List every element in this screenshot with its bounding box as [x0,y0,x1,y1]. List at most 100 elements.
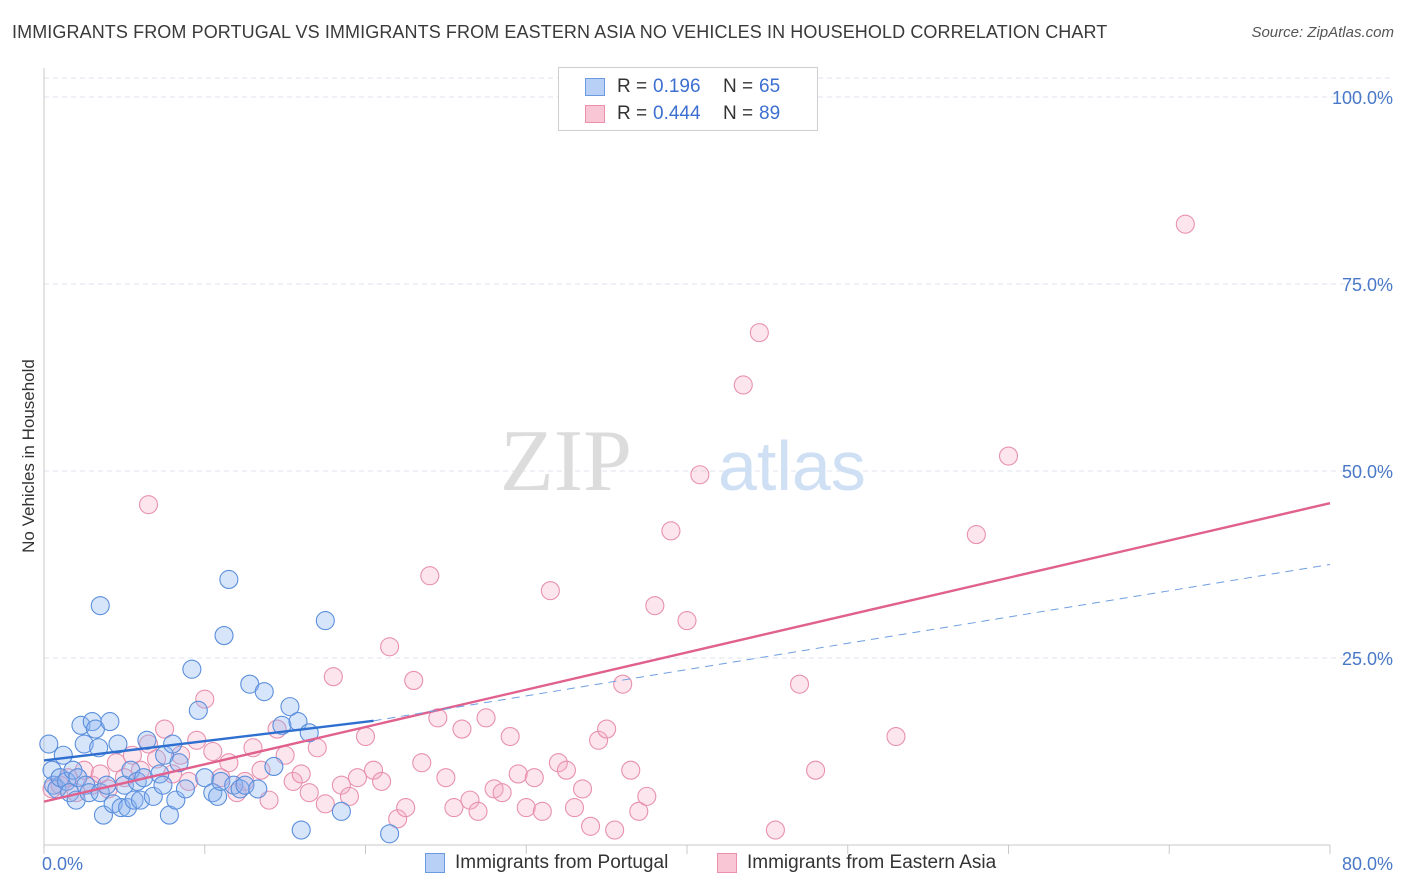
eastern-asia-legend-label: Immigrants from Eastern Asia [747,852,997,873]
eastern-asia-legend-swatch [717,853,737,873]
watermark-atlas: atlas [718,427,866,505]
eastern-asia-point [613,674,633,694]
eastern-asia-point [452,719,472,739]
eastern-asia-point [436,768,456,788]
eastern-asia-point [645,596,665,616]
eastern-asia-point [331,775,351,795]
bottom-legend-portugal: Immigrants from Portugal [425,852,668,874]
eastern-asia-point [637,786,657,806]
eastern-asia-point [74,760,94,780]
y-tick-label: 100.0% [1332,88,1393,108]
eastern-asia-point [444,798,464,818]
grid-lines [44,77,1392,659]
portugal-point [44,775,64,795]
eastern-asia-trendline [43,501,1331,803]
eastern-asia-point [661,521,681,541]
eastern-asia-point [580,816,601,836]
watermark-zip: ZIP [500,413,632,510]
portugal-point [124,790,144,810]
eastern-asia-point [138,495,159,515]
portugal-point [74,734,94,754]
eastern-asia-point [524,768,544,788]
r-label: R = [617,76,648,97]
eastern-asia-point [749,323,769,343]
eastern-asia-swatch [585,105,605,123]
y-tick-label: 25.0% [1342,649,1393,669]
eastern-asia-point [492,783,512,803]
portugal-point [39,734,59,754]
x-tick-label-min: 0.0% [42,854,83,874]
legend-row-eastern-asia: R = 0.444 N = 89 [585,101,780,127]
portugal-point [175,779,196,799]
portugal-n-value: 65 [759,76,781,97]
eastern-asia-point [605,820,625,840]
portugal-point [331,801,351,821]
eastern-asia-point [476,708,496,728]
eastern-asia-point [564,798,585,818]
portugal-swatch [585,78,605,96]
y-tick-label: 50.0% [1342,462,1393,482]
y-axis-label: No Vehicles in Household [19,359,38,553]
r-label: R = [617,103,648,124]
eastern-asia-point [1175,214,1195,234]
eastern-asia-point [597,719,617,739]
eastern-asia-point [203,741,223,762]
portugal-point [100,712,120,732]
portugal-point [254,682,274,702]
eastern-asia-point [315,794,335,814]
portugal-point [68,768,88,788]
eastern-asia-n-value: 89 [759,103,781,124]
y-tick-label: 75.0% [1342,275,1393,295]
stats-legend: R = 0.196 N = 65 R = 0.444 N = 89 [558,67,818,131]
n-label: N = [723,103,754,124]
portugal-point [42,760,62,780]
eastern-asia-point [966,525,986,545]
eastern-asia-point [380,637,400,657]
portugal-point [153,775,173,795]
portugal-point [214,626,234,646]
legend-row-portugal: R = 0.196 N = 65 [585,74,780,100]
portugal-point [264,756,284,777]
eastern-asia-point [171,745,191,765]
zipatlas-watermark: ZIP atlas [500,413,866,510]
eastern-asia-point [508,764,528,784]
portugal-point [108,734,128,754]
chart-title: IMMIGRANTS FROM PORTUGAL VS IMMIGRANTS F… [12,22,1108,42]
eastern-asia-point [789,674,810,694]
eastern-asia-point [690,465,710,485]
eastern-asia-point [372,771,392,791]
eastern-asia-point [468,801,488,821]
eastern-asia-point [355,726,376,747]
portugal-point [71,715,91,735]
eastern-asia-point [428,708,448,728]
portugal-trendline-extension [373,564,1331,722]
eastern-asia-point [621,760,641,780]
portugal-point [380,824,400,844]
portugal-trendline [43,719,374,762]
eastern-asia-point [998,446,1019,466]
portugal-point [272,715,292,735]
eastern-asia-point [283,771,303,791]
portugal-point [90,596,110,616]
eastern-asia-point [323,667,343,687]
portugal-point [280,697,300,717]
eastern-asia-point [90,764,110,784]
portugal-legend-swatch [425,853,445,873]
eastern-asia-point [396,798,416,818]
eastern-asia-point [765,820,785,840]
portugal-point [315,611,335,631]
portugal-point [248,779,268,799]
trend-lines [43,501,1331,803]
n-label: N = [723,76,754,97]
eastern-asia-point [806,760,826,780]
portugal-point [208,786,228,806]
portugal-point [291,820,311,840]
x-tick-label-max: 80.0% [1342,854,1393,874]
portugal-legend-label: Immigrants from Portugal [455,852,669,873]
eastern-asia-point [548,753,568,773]
eastern-asia-point [540,581,560,601]
portugal-point [169,753,189,773]
eastern-asia-point [589,730,609,750]
portugal-point [211,771,231,791]
eastern-asia-point [460,790,480,810]
